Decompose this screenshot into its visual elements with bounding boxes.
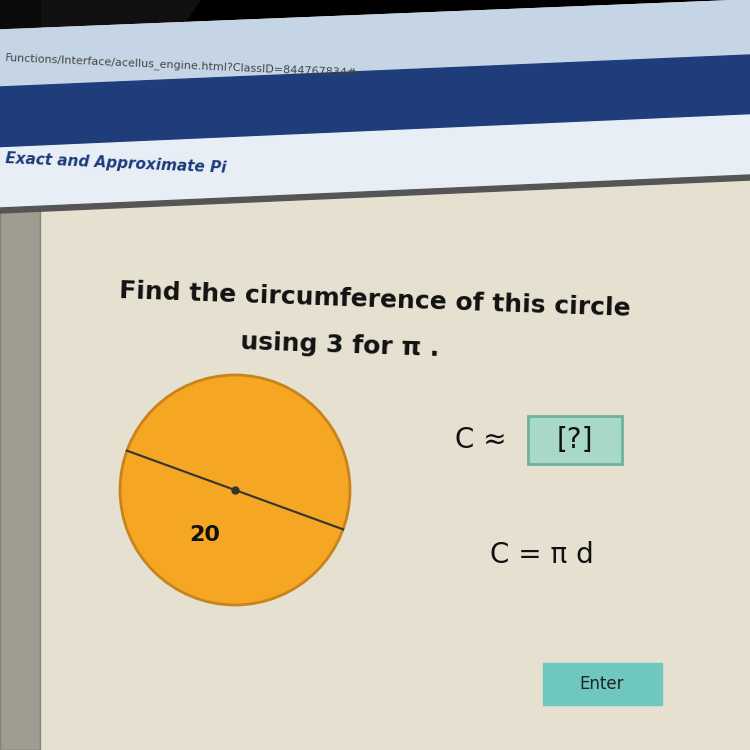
Polygon shape: [0, 0, 200, 300]
Text: using 3 for π .: using 3 for π .: [240, 329, 440, 361]
FancyBboxPatch shape: [543, 663, 662, 705]
Polygon shape: [0, 175, 750, 213]
Text: Exact and Approximate Pi: Exact and Approximate Pi: [5, 151, 226, 176]
Text: [?]: [?]: [556, 426, 593, 454]
Circle shape: [120, 375, 350, 605]
Text: Find the circumference of this circle: Find the circumference of this circle: [119, 279, 631, 321]
Text: Enter: Enter: [580, 675, 624, 693]
Text: 20: 20: [190, 525, 220, 545]
Polygon shape: [0, 55, 750, 148]
Text: Functions/Interface/acellus_engine.html?ClassID=844767834#: Functions/Interface/acellus_engine.html?…: [5, 52, 358, 78]
Text: C ≈: C ≈: [455, 426, 506, 454]
FancyBboxPatch shape: [528, 416, 622, 464]
Polygon shape: [0, 0, 750, 87]
Polygon shape: [0, 0, 120, 200]
Text: C = π d: C = π d: [490, 541, 594, 569]
Polygon shape: [0, 115, 750, 208]
Polygon shape: [0, 0, 40, 750]
